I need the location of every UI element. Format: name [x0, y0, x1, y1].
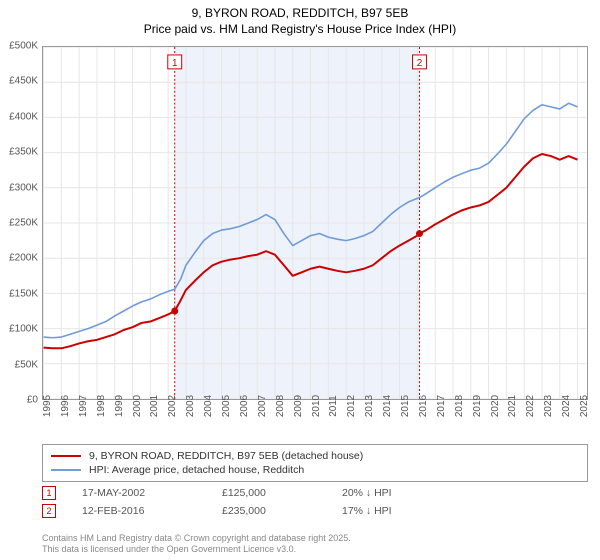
x-tick-label: 2010 — [311, 395, 322, 417]
y-tick-label: £250K — [9, 218, 38, 229]
x-tick-label: 2018 — [454, 395, 465, 417]
x-tick-label: 2001 — [149, 395, 160, 417]
marker-badge: 1 — [42, 486, 56, 500]
y-axis: £0£50K£100K£150K£200K£250K£300K£350K£400… — [0, 46, 42, 400]
x-tick-label: 2009 — [293, 395, 304, 417]
y-tick-label: £350K — [9, 147, 38, 158]
x-tick-label: 2007 — [257, 395, 268, 417]
y-tick-label: £500K — [9, 41, 38, 52]
x-tick-label: 2025 — [579, 395, 590, 417]
legend-row: HPI: Average price, detached house, Redd… — [51, 463, 579, 477]
x-tick-label: 2022 — [525, 395, 536, 417]
x-tick-label: 2016 — [418, 395, 429, 417]
x-axis: 1995199619971998199920002001200220032004… — [42, 400, 588, 440]
marker-price: £125,000 — [222, 487, 342, 499]
title-line-1: 9, BYRON ROAD, REDDITCH, B97 5EB — [0, 6, 600, 20]
x-tick-label: 2024 — [561, 395, 572, 417]
x-tick-label: 2011 — [328, 395, 339, 417]
legend-swatch — [51, 455, 81, 457]
footer-line-1: Contains HM Land Registry data © Crown c… — [42, 533, 351, 545]
x-tick-label: 1998 — [96, 395, 107, 417]
x-tick-label: 2013 — [364, 395, 375, 417]
marker-badge: 2 — [42, 504, 56, 518]
marker-price: £235,000 — [222, 505, 342, 517]
marker-row: 2 12-FEB-2016£235,00017% ↓ HPI — [42, 502, 588, 520]
legend: 9, BYRON ROAD, REDDITCH, B97 5EB (detach… — [42, 444, 588, 482]
y-tick-label: £50K — [15, 359, 38, 370]
x-tick-label: 2004 — [203, 395, 214, 417]
x-tick-label: 1999 — [114, 395, 125, 417]
x-tick-label: 2002 — [167, 395, 178, 417]
footer: Contains HM Land Registry data © Crown c… — [42, 533, 351, 556]
plot-wrap: 12 — [42, 46, 588, 400]
y-tick-label: £400K — [9, 111, 38, 122]
marker-table: 1 17-MAY-2002£125,00020% ↓ HPI 2 12-FEB-201… — [42, 484, 588, 520]
y-tick-label: £200K — [9, 253, 38, 264]
x-tick-label: 2015 — [400, 395, 411, 417]
svg-text:2: 2 — [417, 58, 423, 69]
y-tick-label: £150K — [9, 288, 38, 299]
marker-row: 1 17-MAY-2002£125,00020% ↓ HPI — [42, 484, 588, 502]
x-tick-label: 2003 — [185, 395, 196, 417]
plot-area: 12 — [42, 46, 588, 400]
x-tick-label: 2017 — [436, 395, 447, 417]
marker-date: 12-FEB-2016 — [82, 505, 222, 517]
x-tick-label: 2023 — [543, 395, 554, 417]
legend-row: 9, BYRON ROAD, REDDITCH, B97 5EB (detach… — [51, 449, 579, 463]
x-tick-label: 2021 — [507, 395, 518, 417]
marker-date: 17-MAY-2002 — [82, 487, 222, 499]
marker-diff: 20% ↓ HPI — [342, 487, 392, 499]
x-tick-label: 2014 — [382, 395, 393, 417]
x-tick-label: 2005 — [221, 395, 232, 417]
svg-text:1: 1 — [172, 58, 178, 69]
y-tick-label: £300K — [9, 182, 38, 193]
footer-line-2: This data is licensed under the Open Gov… — [42, 544, 351, 556]
title-line-2: Price paid vs. HM Land Registry's House … — [0, 22, 600, 36]
legend-label: 9, BYRON ROAD, REDDITCH, B97 5EB (detach… — [89, 450, 363, 462]
y-tick-label: £100K — [9, 324, 38, 335]
y-tick-label: £0 — [27, 395, 38, 406]
chart-container: 9, BYRON ROAD, REDDITCH, B97 5EB Price p… — [0, 0, 600, 560]
x-tick-label: 2000 — [132, 395, 143, 417]
x-tick-label: 2008 — [275, 395, 286, 417]
marker-diff: 17% ↓ HPI — [342, 505, 392, 517]
x-tick-label: 2020 — [490, 395, 501, 417]
x-tick-label: 2012 — [346, 395, 357, 417]
x-tick-label: 2019 — [472, 395, 483, 417]
y-tick-label: £450K — [9, 76, 38, 87]
x-tick-label: 2006 — [239, 395, 250, 417]
title-block: 9, BYRON ROAD, REDDITCH, B97 5EB Price p… — [0, 0, 600, 36]
x-tick-label: 1996 — [60, 395, 71, 417]
legend-label: HPI: Average price, detached house, Redd… — [89, 464, 304, 476]
legend-swatch — [51, 469, 81, 471]
x-tick-label: 1997 — [78, 395, 89, 417]
x-tick-label: 1995 — [42, 395, 53, 417]
